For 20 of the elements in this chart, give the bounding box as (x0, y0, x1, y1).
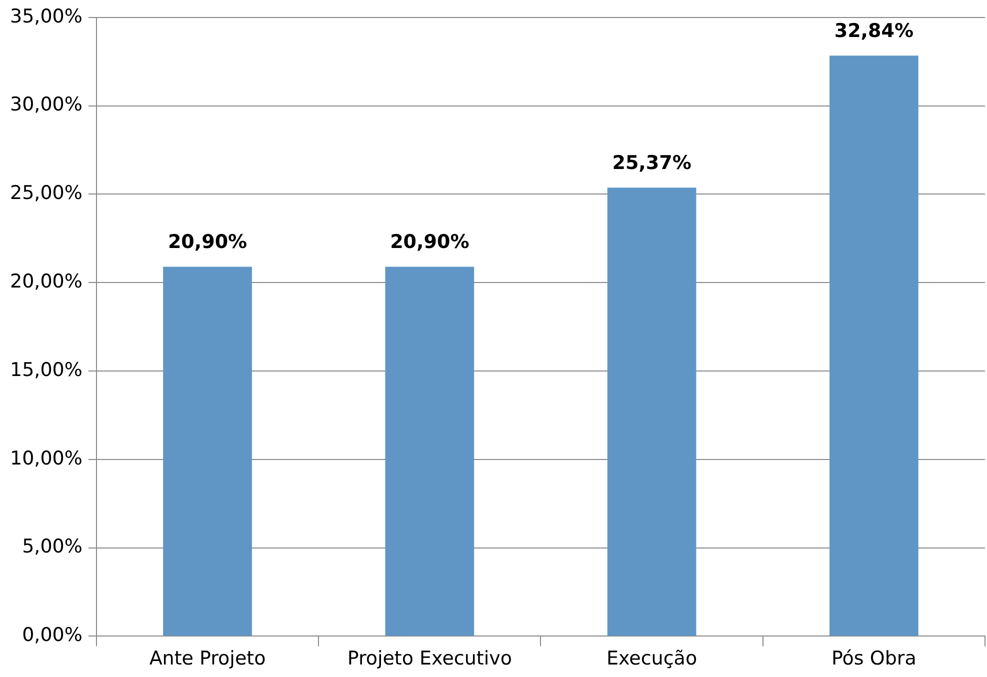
data-label: 25,37% (612, 152, 692, 174)
bar (830, 56, 918, 636)
y-tick-label: 20,00% (10, 270, 82, 293)
y-tick-label: 25,00% (10, 182, 82, 204)
y-tick-label: 35,00% (10, 5, 82, 28)
y-tick-label: 5,00% (22, 536, 82, 558)
y-tick-label: 15,00% (10, 358, 82, 381)
x-tick-label: Execução (606, 648, 698, 670)
data-label: 20,90% (168, 231, 248, 254)
x-tick-label: Projeto Executivo (347, 648, 512, 670)
y-tick-label: 0,00% (22, 624, 82, 646)
data-label: 20,90% (390, 231, 470, 254)
bar (385, 266, 474, 636)
data-label: 32,84% (834, 20, 914, 42)
x-tick-label: Pós Obra (832, 648, 916, 670)
y-tick-label: 30,00% (10, 94, 82, 116)
x-tick-label: Ante Projeto (149, 648, 266, 670)
bar (163, 266, 252, 636)
bar (607, 188, 696, 636)
y-tick-label: 10,00% (10, 447, 82, 470)
